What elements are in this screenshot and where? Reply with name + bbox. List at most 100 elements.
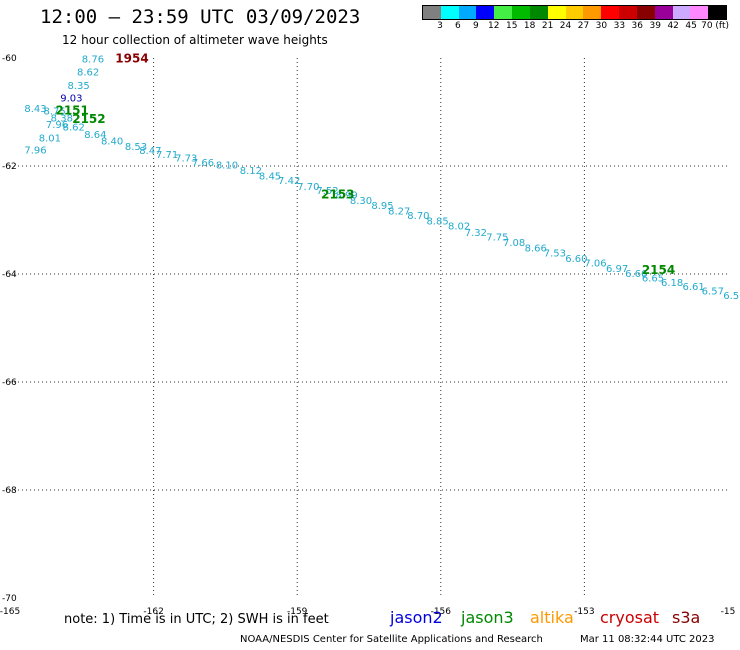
- colorbar-label: 30: [595, 21, 608, 31]
- swh-value-label: 8.45: [259, 172, 281, 183]
- swh-value-label: 8.01: [39, 134, 61, 145]
- swh-value-label: 8.53: [125, 142, 147, 153]
- swh-value-label: 7.52: [316, 186, 338, 197]
- swh-value-label: 6.60: [565, 254, 587, 265]
- swh-value-label: 7.66: [192, 158, 214, 169]
- swh-value-label: 6.57: [702, 287, 724, 298]
- swh-value-label: 7.53: [544, 249, 566, 260]
- colorbar-swatch: [529, 6, 548, 19]
- lon-tick-label: -153: [574, 607, 594, 617]
- swh-value-label: 8.95: [371, 201, 393, 212]
- swh-value-label: 8.40: [101, 136, 123, 147]
- swh-value-label: 7.06: [584, 258, 606, 269]
- swh-value-label: 8.70: [407, 211, 429, 222]
- lat-tick-label: -64: [2, 270, 17, 280]
- swh-value-label: 8.38: [51, 114, 73, 125]
- pass-number-label: 2154: [642, 263, 675, 277]
- pass-number-label: 2152: [72, 112, 105, 126]
- swh-value-label: 8.10: [216, 161, 238, 172]
- swh-value-label: 9.03: [60, 94, 82, 105]
- colorbar-label: 39: [649, 21, 661, 31]
- colorbar-swatch: [494, 6, 513, 19]
- colorbar-label: 21: [541, 21, 554, 31]
- lon-tick-label: -15: [721, 607, 736, 617]
- swh-value-label: 6.61: [683, 282, 705, 293]
- swh-value-label: 6.56: [723, 291, 740, 302]
- colorbar-swatch: [690, 6, 709, 19]
- colorbar-label: 3: [437, 21, 443, 31]
- colorbar-swatch: [654, 6, 673, 19]
- colorbar-swatch: [583, 6, 602, 19]
- lat-tick-label: -62: [2, 162, 17, 172]
- colorbar-label: 42: [667, 21, 679, 31]
- colorbar-label: 6: [455, 21, 461, 31]
- lon-tick-label: -156: [431, 607, 452, 617]
- colorbar-swatch: [672, 6, 691, 19]
- swh-value-label: 8.85: [426, 216, 448, 227]
- colorbar-label: 36: [631, 21, 644, 31]
- lon-tick-label: -162: [143, 607, 163, 617]
- legend-item-jason3: jason3: [461, 608, 514, 627]
- swh-value-label: 6.65: [642, 274, 664, 285]
- swh-value-label: 7.08: [503, 238, 525, 249]
- swh-value-label: 8.75: [44, 107, 66, 118]
- swh-value-label: 8.35: [67, 81, 89, 92]
- map-title: 12:00 – 23:59 UTC 03/09/2023: [40, 6, 361, 28]
- legend-item-cryosat: cryosat: [600, 608, 660, 627]
- colorbar-label: 12: [488, 21, 500, 31]
- footer-credit: NOAA/NESDIS Center for Satellite Applica…: [240, 634, 543, 645]
- swh-value-label: 8.27: [388, 207, 410, 218]
- colorbar-swatch: [636, 6, 655, 19]
- swh-value-label: 7.71: [156, 150, 178, 161]
- colorbar-swatch: [476, 6, 495, 19]
- colorbar-label: 45: [685, 21, 697, 31]
- swh-value-label: 8.62: [77, 67, 99, 78]
- swh-value-label: 7.32: [465, 228, 487, 239]
- swh-value-label: 7.42: [278, 176, 300, 187]
- pass-number-label: 2153: [321, 187, 354, 201]
- swh-value-label: 8.30: [350, 196, 372, 207]
- lon-tick-label: -159: [287, 607, 308, 617]
- swh-value-label: 8.64: [84, 130, 106, 141]
- swh-value-label: 8.02: [448, 222, 470, 233]
- colorbar-swatch: [708, 6, 727, 19]
- colorbar-label: 27: [577, 21, 590, 31]
- colorbar-swatch: [458, 6, 477, 19]
- swh-value-label: 8.99: [335, 190, 357, 201]
- lat-tick-label: -66: [2, 378, 17, 388]
- lat-tick-label: -70: [2, 594, 17, 604]
- pass-number-label: 1954: [115, 51, 148, 65]
- swh-value-label: 6.66: [625, 269, 647, 280]
- swh-value-label: 6.97: [606, 264, 628, 275]
- swh-value-label: 8.66: [525, 243, 547, 254]
- lat-tick-label: -68: [2, 486, 17, 496]
- map-subtitle: 12 hour collection of altimeter wave hei…: [62, 33, 328, 47]
- swh-value-label: 8.43: [24, 104, 46, 115]
- swh-value-label: 7.75: [486, 233, 508, 244]
- lon-tick-label: -165: [0, 607, 20, 617]
- swh-value-label: 7.96: [24, 146, 46, 157]
- colorbar-swatch: [619, 6, 637, 19]
- pass-number-label: 2151: [55, 104, 88, 118]
- swh-value-label: 7.70: [297, 182, 319, 193]
- colorbar-swatch: [565, 6, 584, 19]
- colorbar-swatch: [547, 6, 566, 19]
- swh-value-label: 8.76: [82, 54, 104, 65]
- colorbar-swatch: [440, 6, 459, 19]
- colorbar-labels: 3 6 9 12 15 18 21 24 27 30 33 36 39 42 45 70 (ft): [422, 21, 740, 33]
- footer-timestamp: Mar 11 08:32:44 UTC 2023: [580, 634, 715, 645]
- legend-item-jason2: jason2: [390, 608, 443, 627]
- wave-height-colorbar: [422, 5, 727, 20]
- legend-item-s3a: s3a: [672, 608, 701, 627]
- colorbar-swatch: [601, 6, 620, 19]
- colorbar-swatch: [512, 6, 530, 19]
- swh-value-label: 8.62: [63, 122, 85, 133]
- colorbar-label: 18: [523, 21, 536, 31]
- lat-tick-label: -60: [2, 54, 17, 64]
- swh-value-label: 8.47: [139, 146, 161, 157]
- footer-note: note: 1) Time is in UTC; 2) SWH is in fe…: [64, 612, 329, 627]
- swh-value-label: 7.96: [46, 120, 68, 131]
- swh-value-label: 6.18: [661, 278, 683, 289]
- colorbar-swatch: [423, 6, 441, 19]
